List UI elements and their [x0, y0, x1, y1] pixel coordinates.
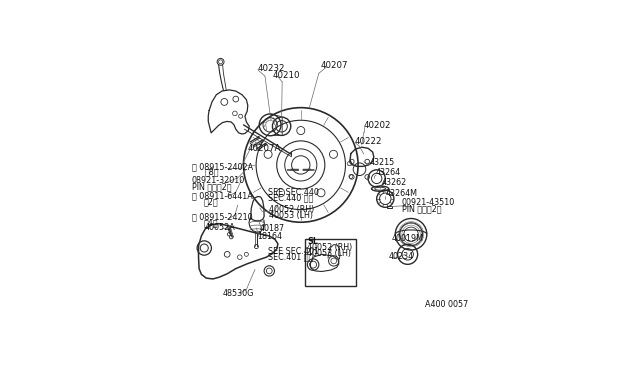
Bar — [305, 240, 356, 286]
Text: 43215: 43215 — [369, 158, 395, 167]
Text: 40234: 40234 — [388, 252, 414, 261]
Text: 43264M: 43264M — [385, 189, 417, 198]
Text: （4）: （4） — [204, 218, 218, 227]
Text: 40019M: 40019M — [392, 234, 424, 243]
Text: Ⓦ 08915-2402A: Ⓦ 08915-2402A — [192, 162, 253, 171]
Text: 43264: 43264 — [376, 168, 401, 177]
Text: 40202: 40202 — [364, 121, 391, 130]
Text: 40052 (RH): 40052 (RH) — [307, 243, 353, 252]
Text: 00921-43510: 00921-43510 — [402, 198, 455, 207]
Text: （2）: （2） — [204, 197, 218, 206]
Text: SEE SEC.440: SEE SEC.440 — [268, 187, 319, 197]
Text: ⓝ 08911-6441A: ⓝ 08911-6441A — [192, 191, 253, 201]
Text: 40052 (RH): 40052 (RH) — [269, 205, 314, 214]
Text: 40187: 40187 — [259, 224, 284, 233]
Text: Ⓗ 08915-24210: Ⓗ 08915-24210 — [192, 212, 253, 222]
Text: A400 0057: A400 0057 — [426, 300, 468, 309]
Text: 48530G: 48530G — [223, 289, 254, 298]
Text: SEC.401 参照: SEC.401 参照 — [268, 253, 314, 262]
Text: PIN ピン（2）: PIN ピン（2） — [192, 182, 232, 191]
Text: SEC.440 参照: SEC.440 参照 — [268, 194, 314, 203]
Text: SL: SL — [307, 237, 318, 246]
Text: 40053 (LH): 40053 (LH) — [269, 211, 313, 219]
Text: 40053 (LH): 40053 (LH) — [307, 248, 351, 258]
Text: 08921-32010: 08921-32010 — [192, 176, 245, 185]
Text: 40207A: 40207A — [247, 144, 280, 153]
Text: 43262: 43262 — [382, 179, 407, 187]
Text: 40232: 40232 — [258, 64, 285, 73]
Text: 40207: 40207 — [321, 61, 348, 70]
Text: 18164: 18164 — [257, 232, 282, 241]
Text: 40052A: 40052A — [204, 223, 235, 232]
Text: PIN ピン（2）: PIN ピン（2） — [402, 204, 442, 213]
Text: SEE SEC.401: SEE SEC.401 — [268, 247, 319, 256]
Text: （8）: （8） — [205, 168, 220, 177]
Bar — [387, 206, 392, 208]
Text: 40222: 40222 — [355, 137, 382, 146]
Text: 40210: 40210 — [273, 71, 301, 80]
